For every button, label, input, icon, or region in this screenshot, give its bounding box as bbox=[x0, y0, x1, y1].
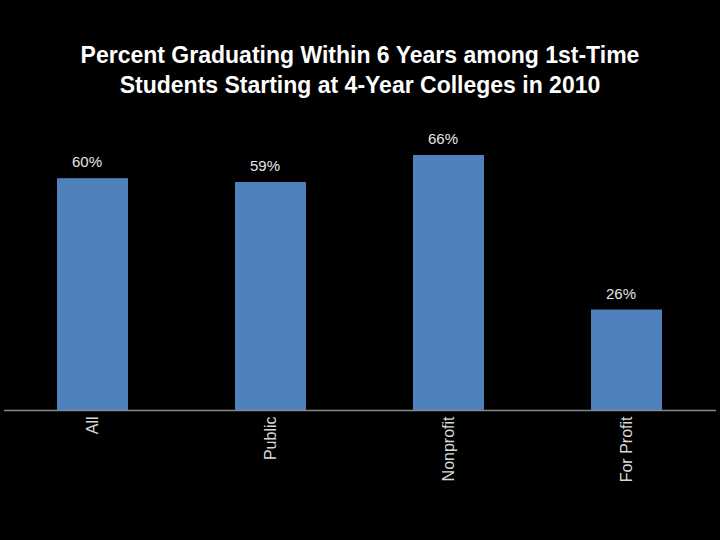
svg-text:Public: Public bbox=[262, 417, 279, 461]
html-text:Percent Graduating Within 6 Ye: Percent Graduating Within 6 Years among … bbox=[80, 42, 640, 98]
svg-text:59%: 59% bbox=[250, 157, 280, 174]
svg-text:For Profit: For Profit bbox=[618, 416, 635, 482]
svg-text:Nonprofit: Nonprofit bbox=[440, 416, 457, 481]
svg-text:All: All bbox=[84, 417, 101, 435]
svg-text:66%: 66% bbox=[428, 130, 458, 147]
svg-text:60%: 60% bbox=[72, 153, 102, 170]
svg-text:26%: 26% bbox=[606, 285, 636, 302]
